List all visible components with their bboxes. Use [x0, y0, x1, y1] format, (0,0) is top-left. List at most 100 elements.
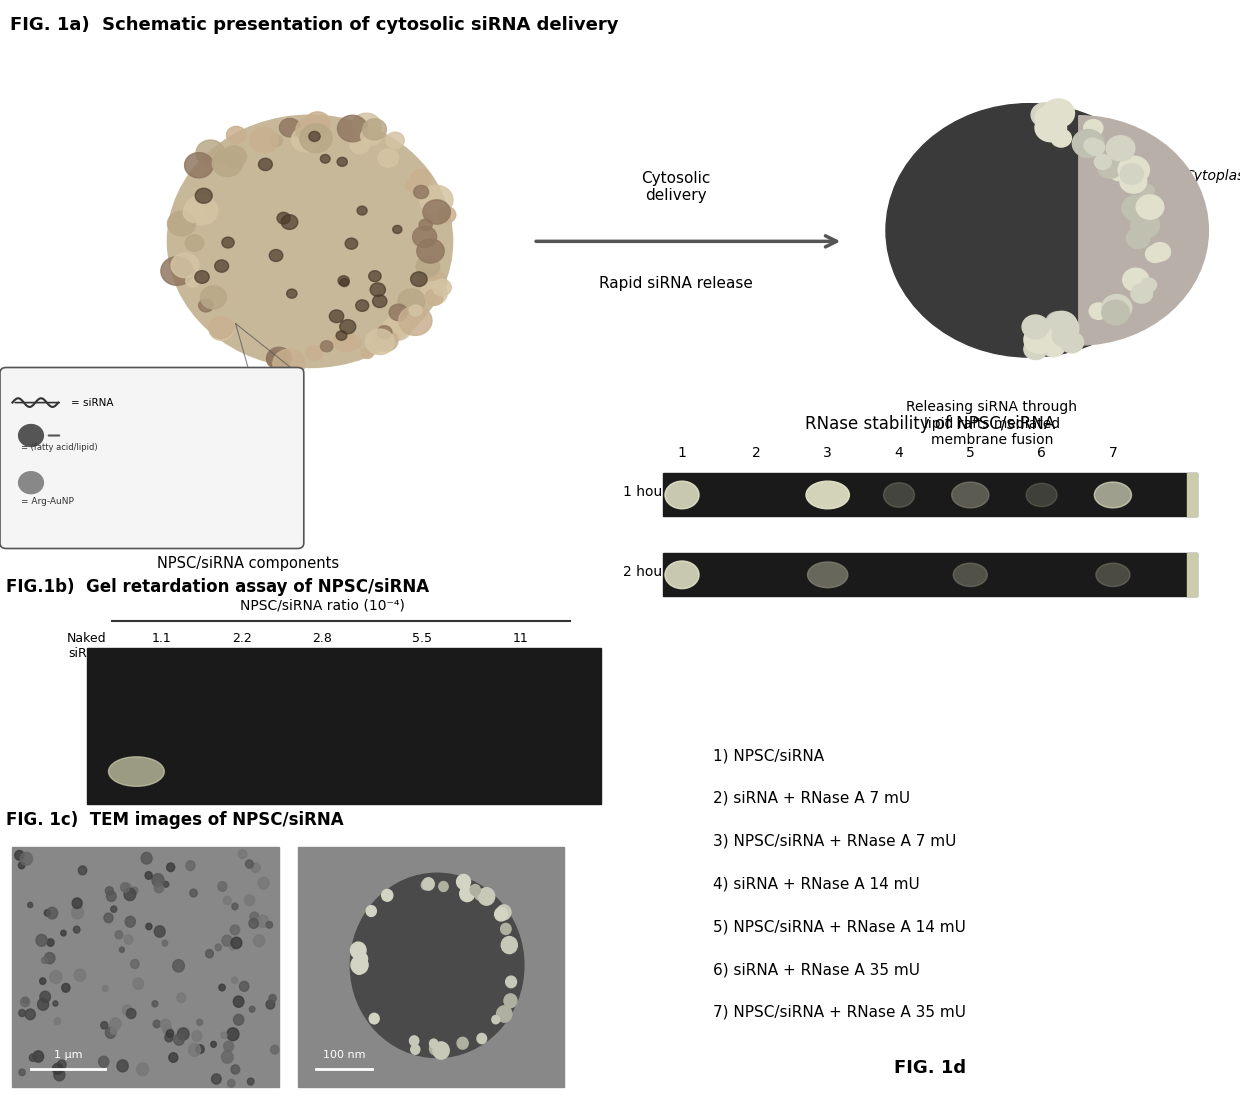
Circle shape — [123, 1005, 133, 1016]
Circle shape — [286, 289, 298, 298]
Circle shape — [1149, 242, 1171, 261]
Circle shape — [414, 185, 429, 199]
Circle shape — [160, 1019, 170, 1030]
Circle shape — [377, 326, 392, 339]
Circle shape — [305, 112, 331, 135]
Circle shape — [267, 350, 286, 367]
Circle shape — [195, 189, 212, 203]
Text: 7) NPSC/siRNA + RNase A 35 mU: 7) NPSC/siRNA + RNase A 35 mU — [713, 1005, 966, 1020]
Circle shape — [417, 256, 440, 276]
Circle shape — [423, 878, 434, 890]
Text: FIG. 1d: FIG. 1d — [894, 1060, 966, 1077]
Circle shape — [497, 905, 511, 919]
Circle shape — [45, 909, 51, 916]
Ellipse shape — [806, 482, 849, 509]
Circle shape — [1030, 326, 1055, 347]
Circle shape — [420, 282, 448, 305]
Ellipse shape — [883, 483, 915, 507]
Circle shape — [172, 960, 185, 972]
Wedge shape — [1079, 116, 1208, 344]
Circle shape — [1084, 138, 1101, 152]
Circle shape — [184, 203, 205, 223]
Circle shape — [1053, 325, 1076, 347]
Circle shape — [212, 150, 243, 177]
Circle shape — [372, 295, 387, 307]
Text: 1 μm: 1 μm — [55, 1050, 82, 1060]
Circle shape — [177, 1028, 188, 1040]
Circle shape — [347, 337, 361, 349]
Circle shape — [373, 330, 398, 351]
Circle shape — [456, 874, 470, 890]
Circle shape — [356, 952, 367, 964]
Circle shape — [258, 878, 269, 889]
Circle shape — [124, 935, 133, 945]
Circle shape — [1089, 303, 1107, 319]
Circle shape — [19, 472, 43, 494]
Bar — [298, 847, 564, 1087]
Circle shape — [1120, 163, 1143, 184]
Circle shape — [351, 955, 368, 974]
Circle shape — [41, 958, 47, 963]
Circle shape — [229, 945, 234, 950]
Circle shape — [410, 272, 427, 286]
Circle shape — [429, 1039, 438, 1048]
Circle shape — [104, 913, 113, 923]
Circle shape — [27, 903, 32, 907]
Circle shape — [409, 1036, 419, 1045]
Text: 5: 5 — [966, 445, 975, 460]
Circle shape — [233, 996, 244, 1007]
Circle shape — [19, 862, 25, 869]
Text: 5) NPSC/siRNA + RNase A 14 mU: 5) NPSC/siRNA + RNase A 14 mU — [713, 919, 966, 935]
Circle shape — [1086, 139, 1105, 156]
Circle shape — [399, 306, 432, 336]
Bar — [663, 553, 1197, 597]
Circle shape — [222, 146, 247, 168]
Circle shape — [36, 935, 47, 947]
Circle shape — [211, 1041, 216, 1048]
Circle shape — [55, 1018, 61, 1025]
Circle shape — [102, 985, 108, 992]
Circle shape — [506, 976, 517, 987]
Circle shape — [1095, 155, 1111, 169]
Ellipse shape — [1095, 482, 1131, 508]
Circle shape — [219, 984, 226, 991]
Circle shape — [215, 945, 222, 951]
Circle shape — [1106, 136, 1135, 161]
Circle shape — [232, 977, 238, 984]
Circle shape — [1032, 103, 1058, 127]
Circle shape — [198, 299, 213, 312]
Circle shape — [162, 1025, 172, 1034]
Circle shape — [47, 939, 55, 947]
Circle shape — [247, 1078, 254, 1085]
Circle shape — [425, 290, 443, 305]
Text: Cytoplasm: Cytoplasm — [1184, 169, 1240, 182]
Circle shape — [177, 993, 186, 1003]
Circle shape — [197, 1019, 202, 1026]
Circle shape — [330, 310, 343, 323]
Circle shape — [1122, 269, 1148, 292]
Circle shape — [239, 981, 249, 992]
Circle shape — [40, 977, 46, 984]
Circle shape — [45, 952, 55, 964]
Circle shape — [410, 1044, 420, 1054]
Circle shape — [192, 1031, 202, 1041]
Circle shape — [336, 330, 347, 340]
Circle shape — [227, 126, 246, 144]
Circle shape — [246, 860, 253, 868]
Circle shape — [1047, 312, 1078, 339]
Circle shape — [186, 275, 200, 287]
Circle shape — [154, 883, 164, 893]
Circle shape — [78, 866, 87, 874]
Ellipse shape — [954, 563, 987, 587]
Circle shape — [398, 289, 425, 313]
Circle shape — [19, 425, 43, 446]
Circle shape — [126, 1008, 136, 1019]
Circle shape — [110, 906, 117, 913]
Circle shape — [1060, 332, 1084, 353]
Circle shape — [1102, 295, 1132, 321]
Circle shape — [107, 891, 117, 902]
Circle shape — [1131, 284, 1152, 303]
Circle shape — [370, 1014, 379, 1024]
Circle shape — [267, 921, 273, 928]
Circle shape — [110, 1027, 118, 1034]
